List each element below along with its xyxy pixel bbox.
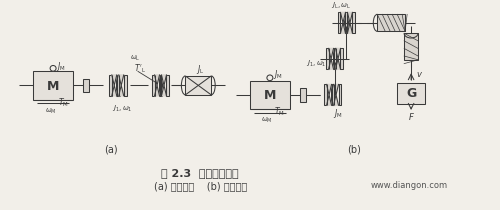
Bar <box>116 75 118 96</box>
Bar <box>378 14 405 31</box>
Bar <box>186 76 211 95</box>
Bar <box>166 75 170 96</box>
Circle shape <box>267 75 273 81</box>
Bar <box>338 12 340 33</box>
Text: $J_1, \omega_1$: $J_1, \omega_1$ <box>112 104 133 114</box>
Polygon shape <box>326 84 332 105</box>
Text: www.diangon.com: www.diangon.com <box>370 181 448 190</box>
Text: v: v <box>416 71 421 79</box>
Text: $\omega_{\rm M}$: $\omega_{\rm M}$ <box>261 116 272 125</box>
Text: M: M <box>47 80 60 93</box>
Polygon shape <box>340 12 345 33</box>
Bar <box>334 49 336 69</box>
Polygon shape <box>162 75 166 96</box>
Polygon shape <box>328 49 334 69</box>
Text: $T_{\rm M}$: $T_{\rm M}$ <box>274 106 285 118</box>
Bar <box>124 75 126 96</box>
Polygon shape <box>334 84 338 105</box>
Bar <box>338 84 342 105</box>
Text: (b): (b) <box>348 145 362 155</box>
Polygon shape <box>348 12 352 33</box>
Bar <box>404 33 418 60</box>
Bar <box>346 12 348 33</box>
Text: $J_{\rm L}$: $J_{\rm L}$ <box>196 63 204 76</box>
Polygon shape <box>154 75 160 96</box>
Bar <box>324 84 326 105</box>
Bar <box>152 75 154 96</box>
Bar <box>250 81 290 109</box>
Text: $\omega_{\rm L}$: $\omega_{\rm L}$ <box>130 54 141 63</box>
Bar <box>332 49 336 69</box>
Text: $J_1, \omega_1$: $J_1, \omega_1$ <box>306 59 327 69</box>
Polygon shape <box>112 75 116 96</box>
Bar <box>332 84 334 105</box>
Bar <box>344 12 348 33</box>
Bar <box>109 75 112 96</box>
Bar <box>300 88 306 101</box>
Text: $T_{\rm M}$: $T_{\rm M}$ <box>58 96 68 109</box>
Bar <box>340 49 344 69</box>
Bar <box>116 75 119 96</box>
Text: 图 2.3  多轴拖动系统: 图 2.3 多轴拖动系统 <box>162 168 239 178</box>
Text: F: F <box>408 113 414 122</box>
Bar <box>33 71 73 100</box>
Bar <box>83 79 89 92</box>
Bar <box>326 49 328 69</box>
Text: $J_{\rm M}$: $J_{\rm M}$ <box>332 107 342 120</box>
Text: M: M <box>264 89 276 102</box>
Bar <box>158 75 162 96</box>
Circle shape <box>50 66 56 71</box>
Polygon shape <box>118 75 124 96</box>
Bar <box>330 84 334 105</box>
Bar <box>397 84 425 104</box>
Bar <box>160 75 162 96</box>
Text: $\omega_{\rm M}$: $\omega_{\rm M}$ <box>46 106 57 116</box>
Text: G: G <box>406 87 416 100</box>
Text: (a) 旋转运动    (b) 直线运动: (a) 旋转运动 (b) 直线运动 <box>154 181 247 191</box>
Text: $T'_{\rm L}$: $T'_{\rm L}$ <box>134 62 145 75</box>
Text: $J_{\rm M}$: $J_{\rm M}$ <box>56 60 66 73</box>
Polygon shape <box>336 49 340 69</box>
Text: (a): (a) <box>104 145 118 155</box>
Text: $J_{\rm L}, \omega_{\rm L}$: $J_{\rm L}, \omega_{\rm L}$ <box>332 1 351 11</box>
Bar <box>352 12 356 33</box>
Text: $J_{\rm M}$: $J_{\rm M}$ <box>273 68 282 80</box>
